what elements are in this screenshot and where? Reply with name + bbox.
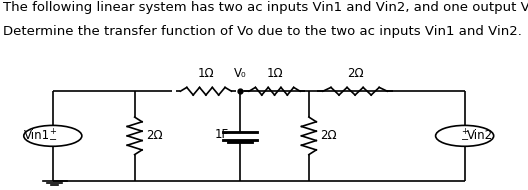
Text: 2Ω: 2Ω <box>146 129 163 142</box>
Text: 2Ω: 2Ω <box>347 67 363 80</box>
Text: +: + <box>461 127 468 136</box>
Text: 1Ω: 1Ω <box>197 67 214 80</box>
Text: V₀: V₀ <box>234 67 247 80</box>
Text: 1Ω: 1Ω <box>266 67 283 80</box>
Text: Determine the transfer function of Vo due to the two ac inputs Vin1 and Vin2.: Determine the transfer function of Vo du… <box>3 25 522 38</box>
Text: Vin2: Vin2 <box>467 129 493 142</box>
Text: +: + <box>49 127 56 136</box>
Text: 2Ω: 2Ω <box>320 129 337 142</box>
Text: Vin1: Vin1 <box>24 129 50 142</box>
Text: 1F: 1F <box>214 128 229 141</box>
Text: The following linear system has two ac inputs Vin1 and Vin2, and one output Vo.: The following linear system has two ac i… <box>3 1 528 14</box>
Text: −: − <box>460 135 469 145</box>
Text: −: − <box>49 135 57 145</box>
